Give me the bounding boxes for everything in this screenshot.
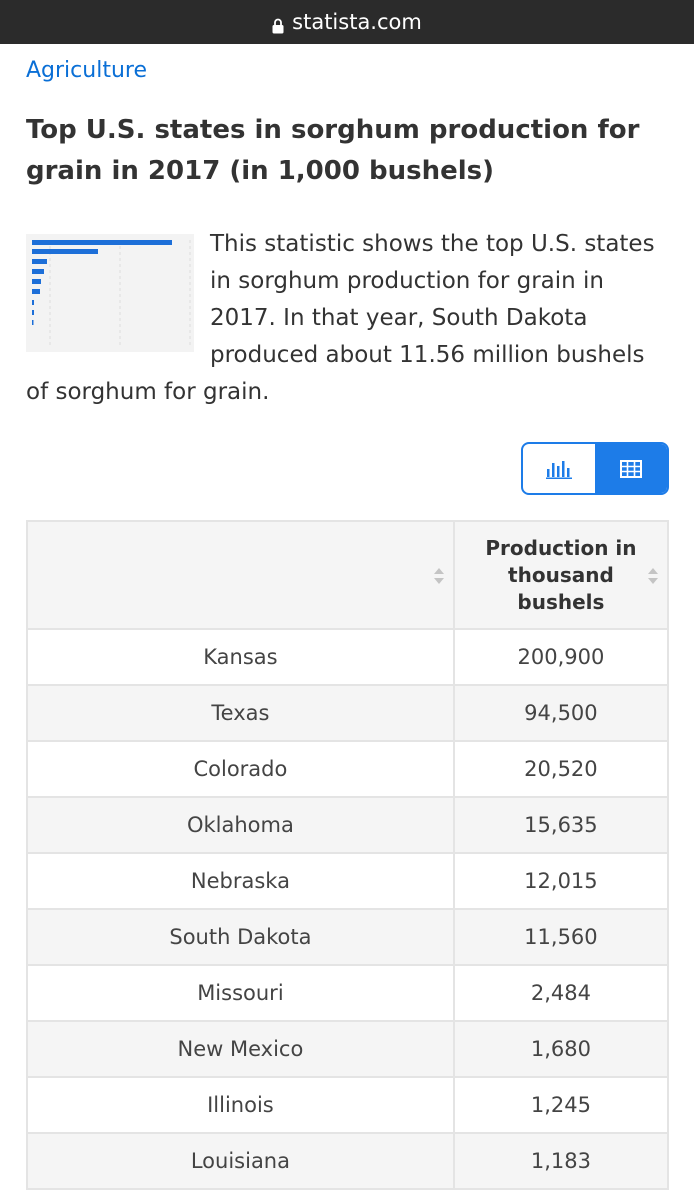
value-cell: 15,635 (452, 796, 670, 854)
view-toggle (521, 442, 669, 495)
value-cell: 20,520 (452, 740, 670, 798)
table-row: New Mexico 1,680 (26, 1020, 670, 1078)
state-cell: Kansas (26, 628, 455, 686)
state-cell: New Mexico (26, 1020, 455, 1078)
bar-chart-icon (546, 460, 572, 479)
value-cell: 1,245 (452, 1076, 670, 1134)
table-row: Kansas 200,900 (26, 628, 670, 686)
table-icon (620, 459, 642, 478)
statistic-description-block: This statistic shows the top U.S. states… (26, 226, 666, 411)
chart-view-button[interactable] (523, 444, 595, 493)
state-cell: Nebraska (26, 852, 455, 910)
breadcrumb-agriculture[interactable]: Agriculture (26, 58, 147, 83)
state-cell: Oklahoma (26, 796, 455, 854)
value-cell: 94,500 (452, 684, 670, 742)
table-row: Colorado 20,520 (26, 740, 670, 798)
state-cell: Colorado (26, 740, 455, 798)
table-row: Texas 94,500 (26, 684, 670, 742)
data-table: Production in thousand bushels Kansas 200… (26, 520, 670, 1190)
column-header-production[interactable]: Production in thousand bushels (452, 520, 670, 630)
value-cell: 12,015 (452, 852, 670, 910)
table-row: Illinois 1,245 (26, 1076, 670, 1134)
state-cell: Louisiana (26, 1132, 455, 1190)
state-cell: Texas (26, 684, 455, 742)
sort-icon (648, 568, 658, 584)
value-cell: 1,680 (452, 1020, 670, 1078)
page-title: Top U.S. states in sorghum production fo… (26, 115, 640, 186)
state-cell: Illinois (26, 1076, 455, 1134)
chart-thumbnail[interactable] (26, 234, 194, 352)
table-row: Missouri 2,484 (26, 964, 670, 1022)
state-cell: South Dakota (26, 908, 455, 966)
url-text: statista.com (292, 10, 422, 34)
table-row: Oklahoma 15,635 (26, 796, 670, 854)
value-cell: 2,484 (452, 964, 670, 1022)
value-cell: 1,183 (452, 1132, 670, 1190)
table-row: Nebraska 12,015 (26, 852, 670, 910)
sort-icon (433, 568, 444, 584)
table-view-button[interactable] (595, 444, 667, 493)
column-header-state[interactable] (26, 520, 455, 630)
address-bar[interactable]: statista.com (0, 0, 694, 44)
value-cell: 200,900 (452, 628, 670, 686)
table-row: South Dakota 11,560 (26, 908, 670, 966)
value-cell: 11,560 (452, 908, 670, 966)
table-row: Louisiana 1,183 (26, 1132, 670, 1190)
description-text: This statistic shows the top U.S. states… (26, 231, 655, 405)
state-cell: Missouri (26, 964, 455, 1022)
lock-icon (272, 15, 284, 34)
